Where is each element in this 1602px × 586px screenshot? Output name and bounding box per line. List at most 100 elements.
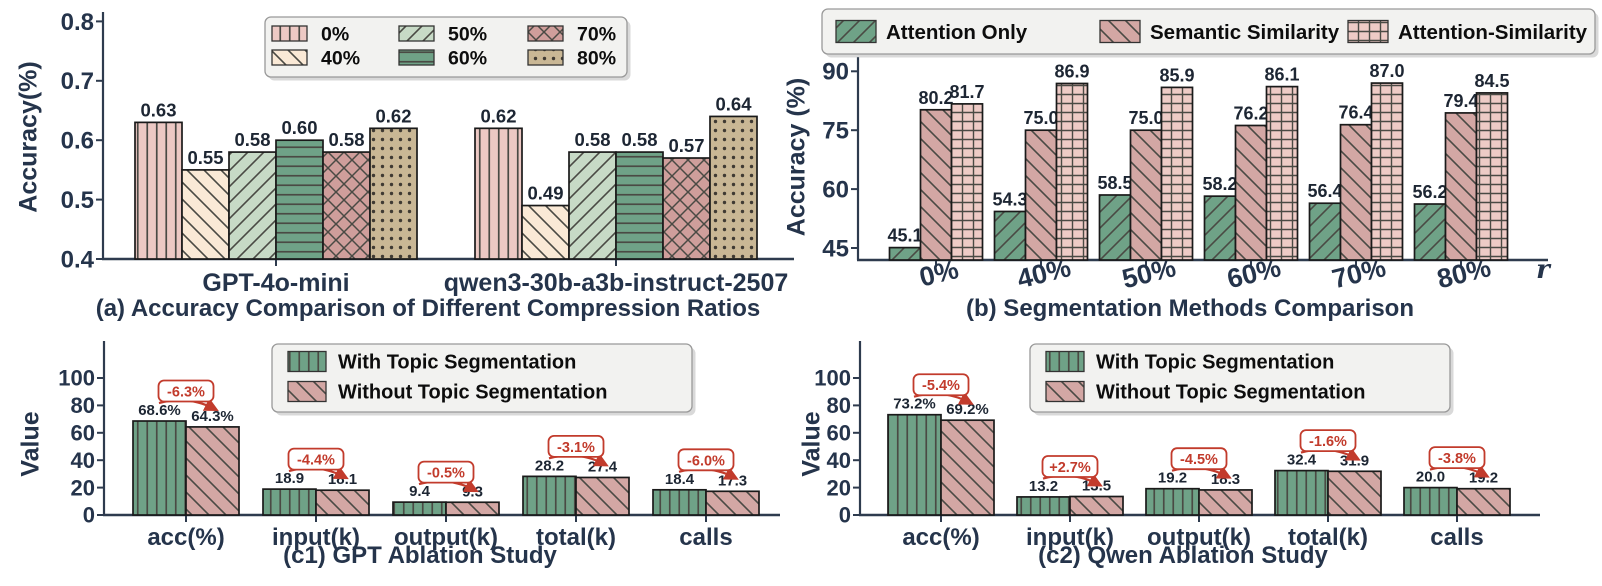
- bar-b-Attention-Similarity-80%: [1475, 92, 1509, 261]
- bar-value-label: 31.9: [1340, 452, 1369, 469]
- legend-frame: [1029, 343, 1451, 413]
- bar-c1-With Topic Segmentation-input(k): [262, 488, 317, 516]
- bar-value-label: 68.6%: [138, 402, 181, 419]
- bar-b-Attention-Similarity-40%: [1055, 82, 1089, 261]
- chart-a: 0.4 0.5 0.6 0.7 0.8 GPT-4o-mini 0.63 0.55 0.58 0.…: [61, 9, 794, 297]
- legend-swatch-With Topic Segmentation: [287, 350, 327, 373]
- bar-b-Semantic Similarity-70%: [1339, 123, 1373, 261]
- bar-b-Semantic Similarity-60%: [1234, 124, 1268, 261]
- bar-value-label: 19.2: [1158, 470, 1187, 487]
- y-tick-label: 80: [827, 393, 851, 418]
- bar-c1-Without Topic Segmentation-input(k): [315, 489, 370, 516]
- bar-value-label: 56.4: [1307, 181, 1342, 201]
- annotation-text: -0.5%: [427, 466, 465, 482]
- bar-value-label: 76.2: [1233, 103, 1268, 123]
- y-tick-label: 45: [822, 235, 849, 262]
- annotation-c2-4: -3.8%: [1428, 446, 1490, 478]
- bar-b-Semantic Similarity-40%: [1024, 129, 1058, 261]
- y-tick-label: 40: [827, 448, 851, 473]
- legend-label: 50%: [448, 24, 487, 46]
- y-tick-label: 0.5: [61, 187, 94, 214]
- y-tick-label: 80: [71, 393, 95, 418]
- legend-swatch-Attention Only: [835, 19, 877, 44]
- bar-value-label: 17.3: [718, 472, 747, 489]
- bar-value-label: 0.58: [328, 129, 364, 150]
- annotation-c2-1: +2.7%: [1041, 455, 1103, 487]
- bar-value-label: 19.2: [1469, 470, 1498, 487]
- x-category-label: calls: [679, 524, 732, 551]
- bar-value-label: 13.2: [1029, 478, 1058, 495]
- legend-label: 40%: [321, 48, 360, 70]
- legend-label: Attention Only: [886, 21, 1028, 44]
- legend-swatch-60%: [398, 49, 435, 66]
- x-category-label: acc(%): [902, 524, 979, 551]
- chart-b: 456075900%45.180.281.740%54.375.086.950%…: [822, 57, 1548, 294]
- bar-a-40%-GPT-4o-mini: [181, 169, 230, 260]
- legend-label: Attention-Similarity: [1398, 21, 1588, 44]
- bar-c2-With Topic Segmentation-calls: [1403, 486, 1458, 516]
- annotation-box: [677, 448, 735, 472]
- annotation-box: [287, 447, 345, 471]
- bar-a-60%-qwen3-30b-a3b-instruct-2507: [615, 151, 664, 260]
- legend-label: 60%: [448, 48, 487, 70]
- y-tick-label: 0.6: [61, 128, 94, 155]
- bar-value-label: 79.4: [1443, 91, 1478, 111]
- bar-value-label: 0.60: [281, 117, 317, 138]
- chart-b-ylabel: Accuracy (%): [782, 77, 811, 237]
- y-tick-label: 0: [83, 503, 95, 528]
- bar-c1-Without Topic Segmentation-output(k): [445, 501, 500, 516]
- legend-b: Attention Only Semantic Similarity Attenti…: [821, 8, 1599, 58]
- legend-label: With Topic Segmentation: [338, 352, 576, 374]
- legend-swatch-50%: [398, 25, 435, 42]
- bar-a-0%-GPT-4o-mini: [134, 121, 183, 260]
- bar-value-label: 0.58: [621, 129, 657, 150]
- annotation-c1-4: -6.0%: [677, 448, 739, 480]
- y-tick-label: 0.7: [61, 68, 94, 95]
- bar-c2-Without Topic Segmentation-input(k): [1069, 495, 1124, 516]
- bar-c1-Without Topic Segmentation-acc(%): [185, 426, 240, 516]
- bar-c1-With Topic Segmentation-total(k): [522, 475, 577, 516]
- legend-frame: [821, 8, 1596, 55]
- x-category-label: input(k): [1026, 524, 1114, 551]
- bar-c2-With Topic Segmentation-input(k): [1016, 496, 1071, 516]
- annotation-c1-2: -0.5%: [417, 460, 479, 493]
- bar-b-Semantic Similarity-80%: [1444, 112, 1478, 261]
- annotation-c1-0: -6.3%: [157, 379, 219, 411]
- bar-value-label: 84.5: [1474, 71, 1509, 91]
- bar-value-label: 81.7: [949, 82, 984, 102]
- bar-value-label: 28.2: [535, 457, 564, 474]
- bar-a-80%-GPT-4o-mini: [369, 127, 418, 260]
- bar-value-label: 18.9: [275, 470, 304, 487]
- bar-value-label: 85.9: [1159, 65, 1194, 85]
- y-tick-label: 40: [71, 448, 95, 473]
- legend-swatch-70%: [527, 25, 564, 42]
- y-tick-label: 0: [839, 503, 851, 528]
- chart-a-title: (a) Accuracy Comparison of Different Com…: [95, 295, 761, 322]
- annotation-box: [1299, 429, 1357, 453]
- bar-value-label: 58.5: [1097, 173, 1132, 193]
- x-category-label: qwen3-30b-a3b-instruct-2507: [444, 269, 789, 297]
- bar-value-label: 0.62: [375, 105, 411, 126]
- legend-c2: With Topic Segmentation Without Topic Seg…: [1029, 343, 1454, 416]
- y-tick-label: 60: [827, 421, 851, 446]
- bar-value-label: 87.0: [1369, 61, 1404, 81]
- legend-a: 0%40% 50%60% 70%80%: [264, 16, 631, 81]
- bar-value-label: 80.2: [918, 88, 953, 108]
- chart-b-x-axis-label-r: r: [1536, 255, 1550, 285]
- x-category-label: total(k): [536, 524, 616, 551]
- annotation-box: [1170, 447, 1228, 471]
- bar-value-label: 18.3: [1211, 471, 1240, 488]
- annotation-box: [1428, 446, 1486, 470]
- annotation-c1-3: -3.1%: [547, 434, 609, 467]
- bar-b-Semantic Similarity-50%: [1129, 129, 1163, 261]
- bar-value-label: 75.0: [1128, 108, 1163, 128]
- bar-value-label: 0.64: [715, 93, 752, 114]
- chart-c2-ylabel: Value: [797, 411, 826, 477]
- bar-c2-Without Topic Segmentation-acc(%): [940, 419, 995, 516]
- annotation-text: -5.4%: [922, 378, 960, 394]
- x-category-label: input(k): [272, 524, 360, 551]
- bar-value-label: 58.2: [1202, 174, 1237, 194]
- legend-label: Without Topic Segmentation: [1096, 382, 1365, 404]
